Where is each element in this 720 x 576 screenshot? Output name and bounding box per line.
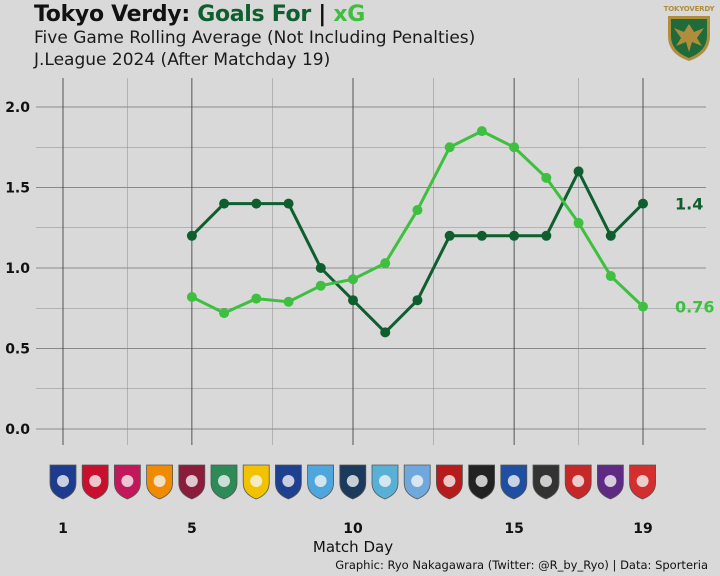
- x-tick-label: 5: [187, 521, 197, 537]
- xg-point: [412, 205, 423, 216]
- shonan-bellmare-crest-icon: [210, 464, 238, 500]
- cerezo-osaka-crest-icon: [114, 464, 141, 500]
- crest-emblem: [89, 475, 102, 487]
- crest-emblem: [572, 475, 585, 487]
- xg-point: [444, 142, 455, 153]
- crest-emblem: [507, 475, 520, 487]
- crest-emblem: [475, 475, 488, 487]
- crest-emblem: [218, 475, 230, 487]
- xg-point: [186, 291, 197, 302]
- title-team: Tokyo Verdy:: [34, 2, 190, 27]
- crest-emblem: [153, 475, 166, 487]
- sanfrecce-hiroshima-crest-icon: [597, 464, 624, 500]
- goals-for-point: [283, 198, 294, 209]
- goals-for-end-label: 1.4: [675, 195, 703, 214]
- crest-emblem: [346, 475, 359, 487]
- crest-emblem: [185, 475, 198, 487]
- xg-point: [573, 217, 584, 228]
- nagoya-grampus-crest-icon: [629, 464, 656, 500]
- xg-point: [283, 296, 294, 307]
- goals-for-point: [219, 198, 230, 209]
- credit-line: Graphic: Ryo Nakagawara (Twitter: @R_by_…: [335, 558, 708, 572]
- crest-emblem: [121, 475, 134, 487]
- kyoto-sanga-crest-icon: [178, 464, 206, 500]
- crest-wordmark: TOKYOVERDY: [663, 5, 715, 13]
- goals-for-point: [251, 198, 262, 209]
- kashima-antlers-crest-icon: [436, 464, 463, 500]
- xg-end-label: 0.76: [675, 298, 714, 317]
- y-tick-label: 0.5: [5, 342, 30, 358]
- goals-for-point: [638, 198, 648, 209]
- chart-title: Tokyo Verdy: Goals For | xG: [34, 2, 365, 27]
- title-xg: xG: [333, 2, 366, 27]
- goals-for-point: [380, 327, 391, 338]
- xg-point: [348, 274, 358, 285]
- x-tick-label: 1: [58, 521, 68, 537]
- chart-subtitle-1: Five Game Rolling Average (Not Including…: [34, 28, 476, 48]
- goals-for-point: [509, 230, 520, 241]
- x-tick-label: 10: [343, 521, 363, 537]
- crest-emblem: [540, 475, 552, 487]
- consadole-sapporo-crest-icon: [564, 464, 592, 500]
- xg-point: [476, 126, 487, 137]
- crest-emblem: [57, 475, 69, 487]
- goals-for-point: [476, 230, 487, 241]
- goals-for-point: [315, 263, 326, 273]
- goals-for-point: [605, 230, 616, 241]
- tokyo-verdy-crest-icon: [668, 16, 710, 61]
- x-axis-label: Match Day: [312, 538, 394, 556]
- xg-point: [605, 271, 616, 282]
- x-tick-label: 19: [633, 521, 652, 537]
- goals-for-point: [573, 166, 584, 177]
- crest-emblem: [636, 475, 649, 487]
- chart-subtitle-2: J.League 2024 (After Matchday 19): [34, 50, 331, 70]
- albirex-niigata-crest-icon: [146, 464, 173, 500]
- xg-point: [541, 172, 552, 183]
- urawa-reds-crest-icon: [81, 464, 109, 500]
- xg-point: [219, 308, 230, 319]
- crest-emblem: [282, 475, 295, 487]
- machida-zelvia-crest-icon: [500, 464, 528, 500]
- crest-emblem: [604, 475, 617, 487]
- xg-point: [251, 293, 262, 304]
- xg-point: [315, 280, 326, 291]
- goals-for-point: [541, 230, 552, 241]
- y-tick-label: 1.0: [5, 261, 30, 277]
- crest-emblem: [411, 475, 424, 487]
- x-tick-label: 15: [504, 521, 523, 537]
- avispa-fukuoka-crest-icon: [339, 464, 367, 500]
- kashiwa-reysol-crest-icon: [242, 464, 270, 500]
- gamba-osaka-crest-icon: [468, 464, 495, 500]
- xg-point: [380, 258, 391, 269]
- crest-emblem: [314, 475, 327, 487]
- xg-point: [638, 301, 648, 312]
- vissel-kobe-crest-icon: [532, 464, 560, 500]
- jubilo-iwata-crest-icon: [403, 464, 431, 500]
- y-tick-label: 1.5: [5, 181, 30, 197]
- yokohama-f-marinos-crest-icon: [49, 464, 77, 500]
- crest-emblem: [379, 475, 391, 487]
- crest-emblem: [250, 475, 263, 487]
- goals-for-point: [186, 230, 197, 241]
- crest-emblem: [443, 475, 456, 487]
- title-separator: |: [318, 2, 327, 27]
- sagan-tosu-crest-icon: [371, 464, 399, 500]
- goals-for-point: [444, 230, 455, 241]
- y-tick-label: 0.0: [5, 422, 30, 438]
- kawasaki-frontale-crest-icon: [307, 464, 334, 500]
- title-goals-for: Goals For: [197, 2, 311, 27]
- xg-point: [509, 142, 520, 153]
- goals-for-point: [412, 295, 423, 306]
- goals-for-point: [348, 295, 358, 306]
- fc-tokyo-crest-icon: [275, 464, 302, 500]
- y-tick-label: 2.0: [5, 100, 30, 116]
